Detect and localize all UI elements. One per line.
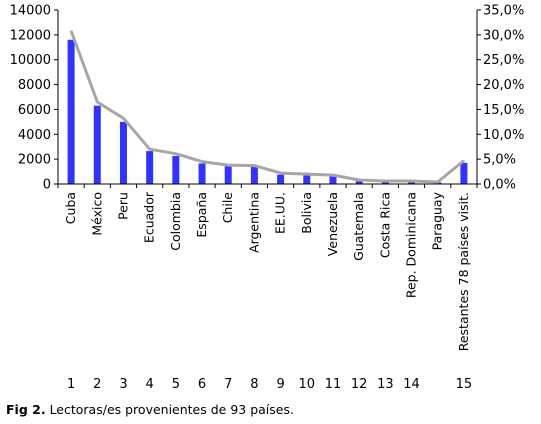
right-tick-label: 15,0% (483, 103, 524, 118)
bar-1 (67, 39, 75, 185)
caption-label: Fig 2. (6, 402, 46, 417)
rank-label: 3 (119, 377, 127, 392)
line-point-3 (122, 117, 124, 119)
rank-label: 5 (172, 377, 180, 392)
bar-11 (329, 176, 337, 184)
category-label: Ecuador (142, 191, 157, 243)
category-label: Guatemala (351, 192, 366, 261)
right-tick-label: 5,0% (483, 153, 516, 168)
line-point-16 (463, 160, 465, 162)
category-label: España (194, 192, 209, 238)
line-point-4 (149, 148, 151, 150)
bar-6 (198, 163, 206, 184)
rank-label: 9 (276, 377, 284, 392)
line-series (69, 30, 465, 184)
right-tick-label: 25,0% (483, 53, 524, 68)
bar-12 (355, 181, 363, 184)
right-axis-ticks: 0,0% 5,0% 10,0% 15,0% 20,0% 25,0% 30,0% 35,0% (477, 4, 524, 193)
left-tick-label: 10000 (10, 53, 51, 68)
bar-2 (93, 105, 101, 184)
left-tick-label: 4000 (18, 128, 51, 143)
line-point-2 (96, 101, 98, 103)
category-label: EE.UU. (273, 192, 288, 234)
category-labels: Cuba México Peru Ecuador Colombia España Chile… (63, 191, 471, 351)
rank-label: 2 (93, 377, 101, 392)
right-tick-label: 0,0% (483, 178, 516, 193)
line-point-12 (358, 179, 360, 181)
axes (57, 10, 478, 188)
rank-label: 12 (351, 377, 368, 392)
category-label: Venezuela (325, 192, 340, 256)
figure-caption: Fig 2. Lectoras/es provenientes de 93 pa… (6, 402, 294, 417)
right-tick-label: 20,0% (483, 78, 524, 93)
category-label: Argentina (246, 192, 261, 253)
rank-label: 10 (299, 377, 316, 392)
category-label: Cuba (63, 192, 78, 224)
bar-3 (119, 121, 127, 184)
rank-label: 1 (67, 377, 75, 392)
right-tick-label: 30,0% (483, 28, 524, 43)
left-tick-label: 6000 (18, 103, 51, 118)
line-point-10 (306, 173, 308, 175)
left-tick-label: 0 (43, 178, 51, 193)
right-tick-label: 10,0% (483, 128, 524, 143)
left-tick-label: 12000 (10, 28, 51, 43)
rank-label: 14 (403, 377, 420, 392)
left-tick-label: 8000 (18, 78, 51, 93)
category-label: México (89, 192, 104, 236)
bar-16 (460, 162, 468, 184)
percentage-line (69, 30, 465, 184)
left-tick-label: 2000 (18, 153, 51, 168)
bar-8 (250, 166, 258, 184)
line-point-15 (437, 181, 439, 183)
left-tick-label: 14000 (10, 4, 51, 19)
bar-9 (277, 174, 285, 184)
rank-labels: 1 2 3 4 5 6 7 8 9 10 11 12 13 14 15 (67, 377, 472, 392)
bar-5 (172, 156, 180, 184)
rank-label: 7 (224, 377, 232, 392)
category-label: Restantes 78 países visit. (456, 192, 471, 351)
line-point-1 (70, 30, 72, 32)
rank-label: 6 (198, 377, 206, 392)
line-point-7 (227, 164, 229, 166)
bar-13 (381, 182, 389, 184)
category-label: Rep. Dominicana (404, 192, 419, 298)
category-label: Costa Rica (377, 192, 392, 258)
bar-10 (303, 175, 311, 184)
line-point-8 (253, 165, 255, 167)
caption-text: Lectoras/es provenientes de 93 países. (49, 402, 294, 417)
category-label: Peru (115, 192, 130, 220)
line-point-6 (201, 161, 203, 163)
bar-7 (224, 165, 232, 184)
right-tick-label: 35,0% (483, 4, 524, 19)
line-point-5 (175, 153, 177, 155)
left-axis-ticks: 0 2000 4000 6000 8000 10000 12000 14000 (10, 4, 58, 193)
bar-series (67, 39, 468, 185)
line-point-13 (384, 180, 386, 182)
bar-14 (408, 182, 416, 184)
chart: 0 2000 4000 6000 8000 10000 12000 14000 0,0% 5,0… (10, 4, 525, 393)
rank-label: 13 (377, 377, 394, 392)
category-label: Chile (220, 192, 235, 224)
rank-label: 8 (250, 377, 258, 392)
line-point-9 (280, 172, 282, 174)
category-label: Paraguay (430, 191, 445, 250)
rank-label: 11 (325, 377, 342, 392)
bar-4 (146, 151, 154, 184)
rank-label: 4 (146, 377, 154, 392)
rank-label: 15 (456, 377, 473, 392)
line-point-11 (332, 174, 334, 176)
category-label: Bolivia (299, 192, 314, 234)
line-point-14 (411, 180, 413, 182)
category-label: Colombia (168, 192, 183, 251)
